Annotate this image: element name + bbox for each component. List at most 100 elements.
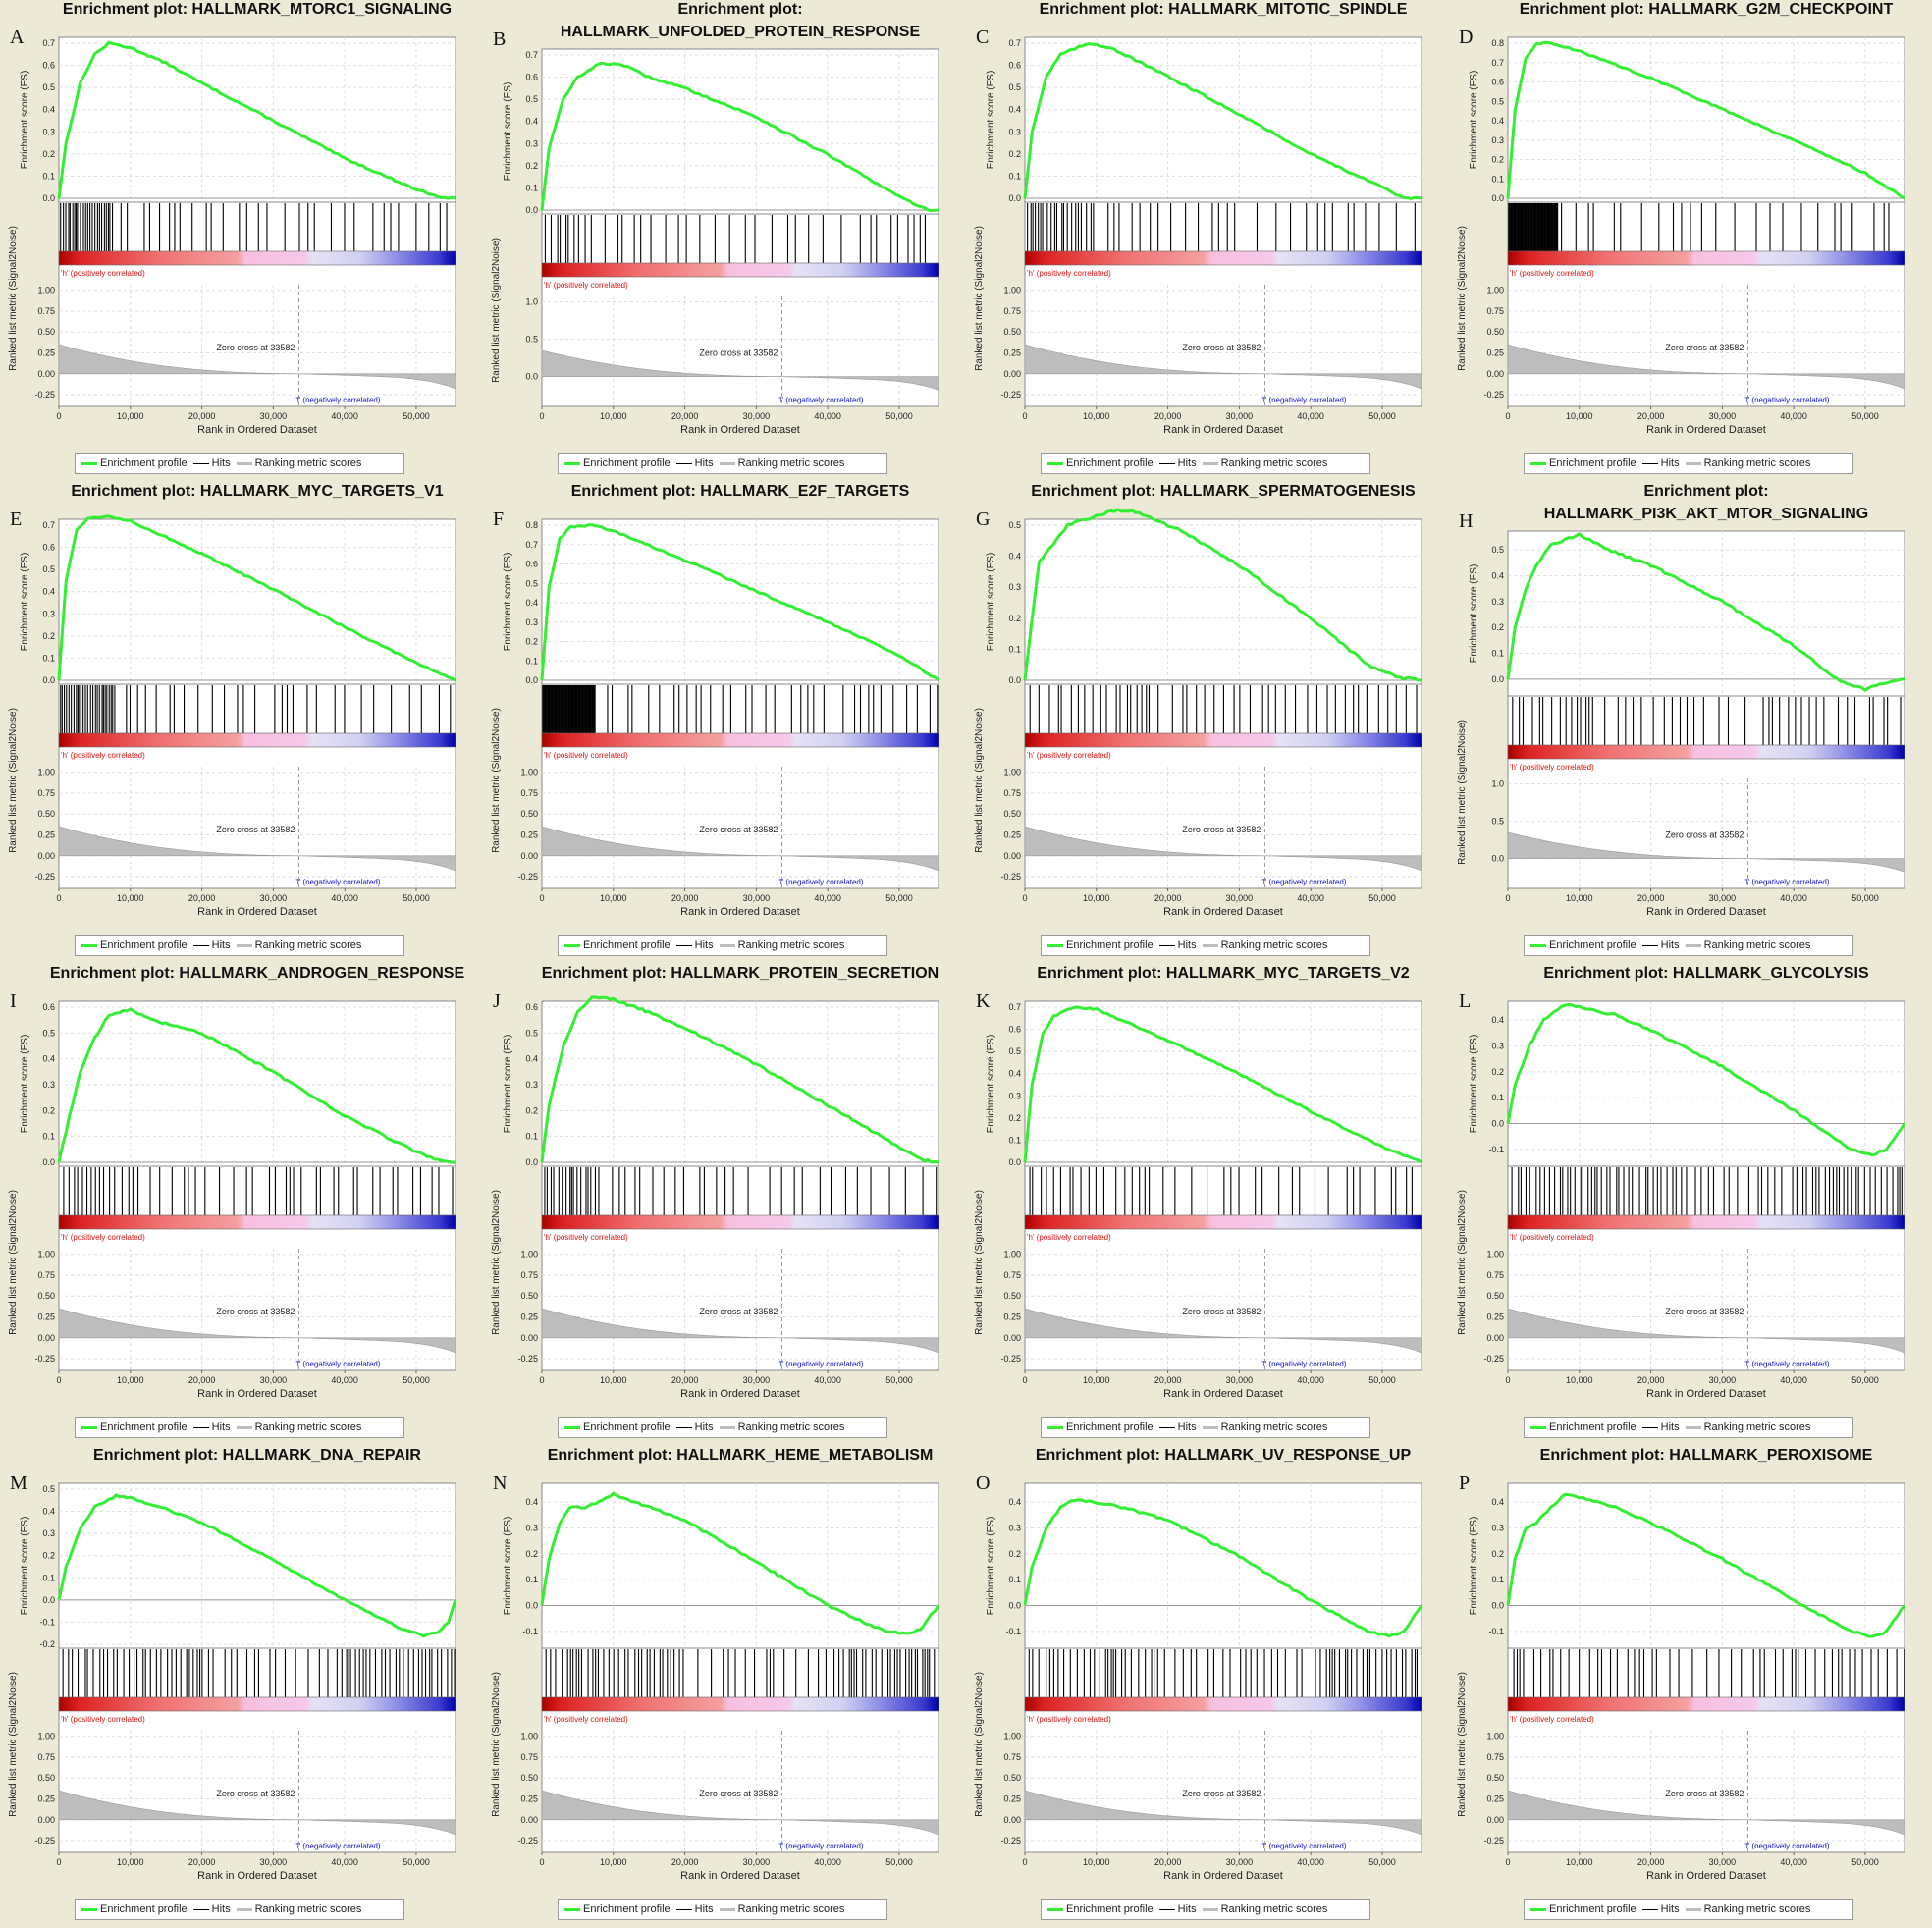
legend-swatch-metric [1685,1907,1701,1911]
y-tick-label: 0.1 [1008,1575,1021,1584]
metric-tick-label: 0.25 [37,830,55,840]
x-tick-label: 0 [539,411,544,421]
legend-label-metric: Ranking metric scores [1220,1903,1328,1915]
enrichment-profile-line [1506,532,1905,692]
legend-item-hits: Hits [675,939,714,951]
legend-item-profile: Enrichment profile [81,457,188,469]
y-tick-label: 0.3 [1008,582,1021,592]
positive-correlation-label: 'h' (positively correlated) [1027,1233,1111,1242]
legend-swatch-profile [1047,1425,1063,1429]
legend-item-profile: Enrichment profile [564,939,671,951]
legend-swatch-metric [719,1425,735,1429]
legend-swatch-metric [1685,1425,1701,1429]
y-tick-label: 0.2 [42,631,55,641]
x-tick-label: 40,000 [1780,411,1807,421]
legend-label-metric: Ranking metric scores [737,1421,845,1433]
plot-frame [58,36,456,407]
legend-swatch-hits [675,944,692,946]
panel-i: Enrichment plot: HALLMARK_ANDROGEN_RESPO… [0,964,483,1446]
x-tick-label: 50,000 [402,411,430,421]
x-tick-label: 10,000 [1566,411,1593,421]
ranking-metric-area [58,344,456,390]
metric-tick-label: 0.50 [1003,1773,1021,1783]
metric-tick-label: 0.00 [1486,1815,1504,1825]
enrichment-profile-line [540,1491,940,1635]
x-tick-label: 50,000 [1852,1375,1879,1385]
y-tick-label: 0.4 [525,1054,538,1064]
metric-tick-label: -0.25 [34,390,55,400]
zero-cross-label: Zero cross at 33582 [1182,1789,1261,1798]
legend: Enrichment profile Hits Ranking metric sco… [558,1417,887,1438]
hits-group [1027,203,1416,251]
legend-item-hits: Hits [192,1903,231,1915]
negative-correlation-label: 'l' (negatively correlated) [1261,1842,1347,1850]
legend-label-profile: Enrichment profile [583,1421,671,1433]
legend-swatch-profile [81,1907,97,1911]
y-tick-label: 0.4 [42,105,55,115]
legend-label-metric: Ranking metric scores [737,939,845,951]
enrichment-chart: Enrichment plot: HALLMARK_MYC_TARGETS_V2… [974,965,1422,1400]
metric-tick-label: -0.25 [34,1354,55,1364]
x-tick-label: 30,000 [1709,411,1737,421]
x-axis-label: Rank in Ordered Dataset [197,424,317,436]
metric-tick-label: 0.50 [1003,1291,1021,1301]
x-tick-label: 50,000 [1852,411,1879,421]
x-tick-label: 0 [1505,893,1510,903]
metric-tick-label: 0.25 [37,1794,55,1804]
y-tick-label: 0.1 [42,653,55,663]
y-tick-label: 0.0 [1491,674,1504,684]
y-axis-label-metric: Ranked list metric (Signal2Noise) [974,1672,985,1817]
hits-group [545,1649,936,1697]
x-tick-label: 30,000 [260,1857,288,1867]
zero-cross-label: Zero cross at 33582 [1182,825,1261,834]
y-axis-label-metric: Ranked list metric (Signal2Noise) [491,1672,502,1817]
x-tick-label: 10,000 [117,1375,144,1385]
legend-label-hits: Hits [1177,939,1197,951]
panel-m: Enrichment plot: HALLMARK_DNA_REPAIR M -0.… [0,1446,483,1928]
metric-tick-label: 1.00 [1003,1732,1021,1741]
y-tick-label: 0.3 [1491,135,1504,145]
legend-swatch-profile [564,1907,580,1911]
y-tick-label: -0.1 [1488,1627,1504,1636]
hits-group [1512,697,1902,745]
y-tick-label: 0.3 [1008,1524,1021,1533]
y-tick-label: 0.0 [525,205,538,215]
legend-item-hits: Hits [192,1421,231,1433]
enrichment-chart: Enrichment plot: HALLMARK_SPERMATOGENESI… [974,483,1422,918]
y-tick-label: 0.3 [525,138,538,148]
positive-correlation-label: 'h' (positively correlated) [1510,1233,1594,1242]
x-tick-label: 20,000 [188,1375,216,1385]
legend-label-profile: Enrichment profile [1066,939,1154,951]
legend-item-profile: Enrichment profile [1530,1421,1637,1433]
y-tick-label: 0.5 [42,82,55,92]
y-tick-label: 0.4 [42,587,55,597]
y-tick-label: 0.0 [1008,675,1021,685]
enrichment-chart: Enrichment plot: HALLMARK_MTORC1_SIGNALI… [8,1,456,436]
metric-tick-label: 0.00 [37,851,55,861]
x-axis-label: Rank in Ordered Dataset [1646,906,1766,918]
chart-title: Enrichment plot: HALLMARK_ANDROGEN_RESPO… [50,965,465,982]
metric-tick-label: 0.00 [37,1815,55,1825]
y-tick-label: 0.7 [1491,58,1504,68]
metric-tick-label: 0.75 [1003,306,1021,316]
y-tick-label: 0.5 [525,94,538,104]
chart-title: Enrichment plot: HALLMARK_MTORC1_SIGNALI… [63,1,452,18]
chart-title: Enrichment plot: HALLMARK_MYC_TARGETS_V2 [1037,965,1409,982]
y-tick-label: 0.3 [42,609,55,618]
panel-letter: L [1459,991,1471,1012]
legend-label-profile: Enrichment profile [1549,1903,1637,1915]
legend: Enrichment profile Hits Ranking metric sco… [1041,1899,1370,1920]
legend: Enrichment profile Hits Ranking metric sco… [75,935,404,956]
legend-item-profile: Enrichment profile [1047,1421,1154,1433]
metric-tick-label: 1.0 [1491,779,1504,789]
hits-group [1029,685,1418,733]
negative-correlation-label: 'l' (negatively correlated) [295,1360,381,1368]
x-tick-label: 30,000 [1709,1857,1737,1867]
hits-group [544,1167,938,1215]
x-tick-label: 30,000 [743,1375,771,1385]
metric-tick-label: 0.00 [1003,1333,1021,1343]
y-axis-label-metric: Ranked list metric (Signal2Noise) [8,226,19,371]
x-axis-label: Rank in Ordered Dataset [1646,1388,1766,1400]
y-tick-label: 0.3 [1008,1091,1021,1100]
metric-tick-label: 1.00 [1486,1250,1504,1259]
